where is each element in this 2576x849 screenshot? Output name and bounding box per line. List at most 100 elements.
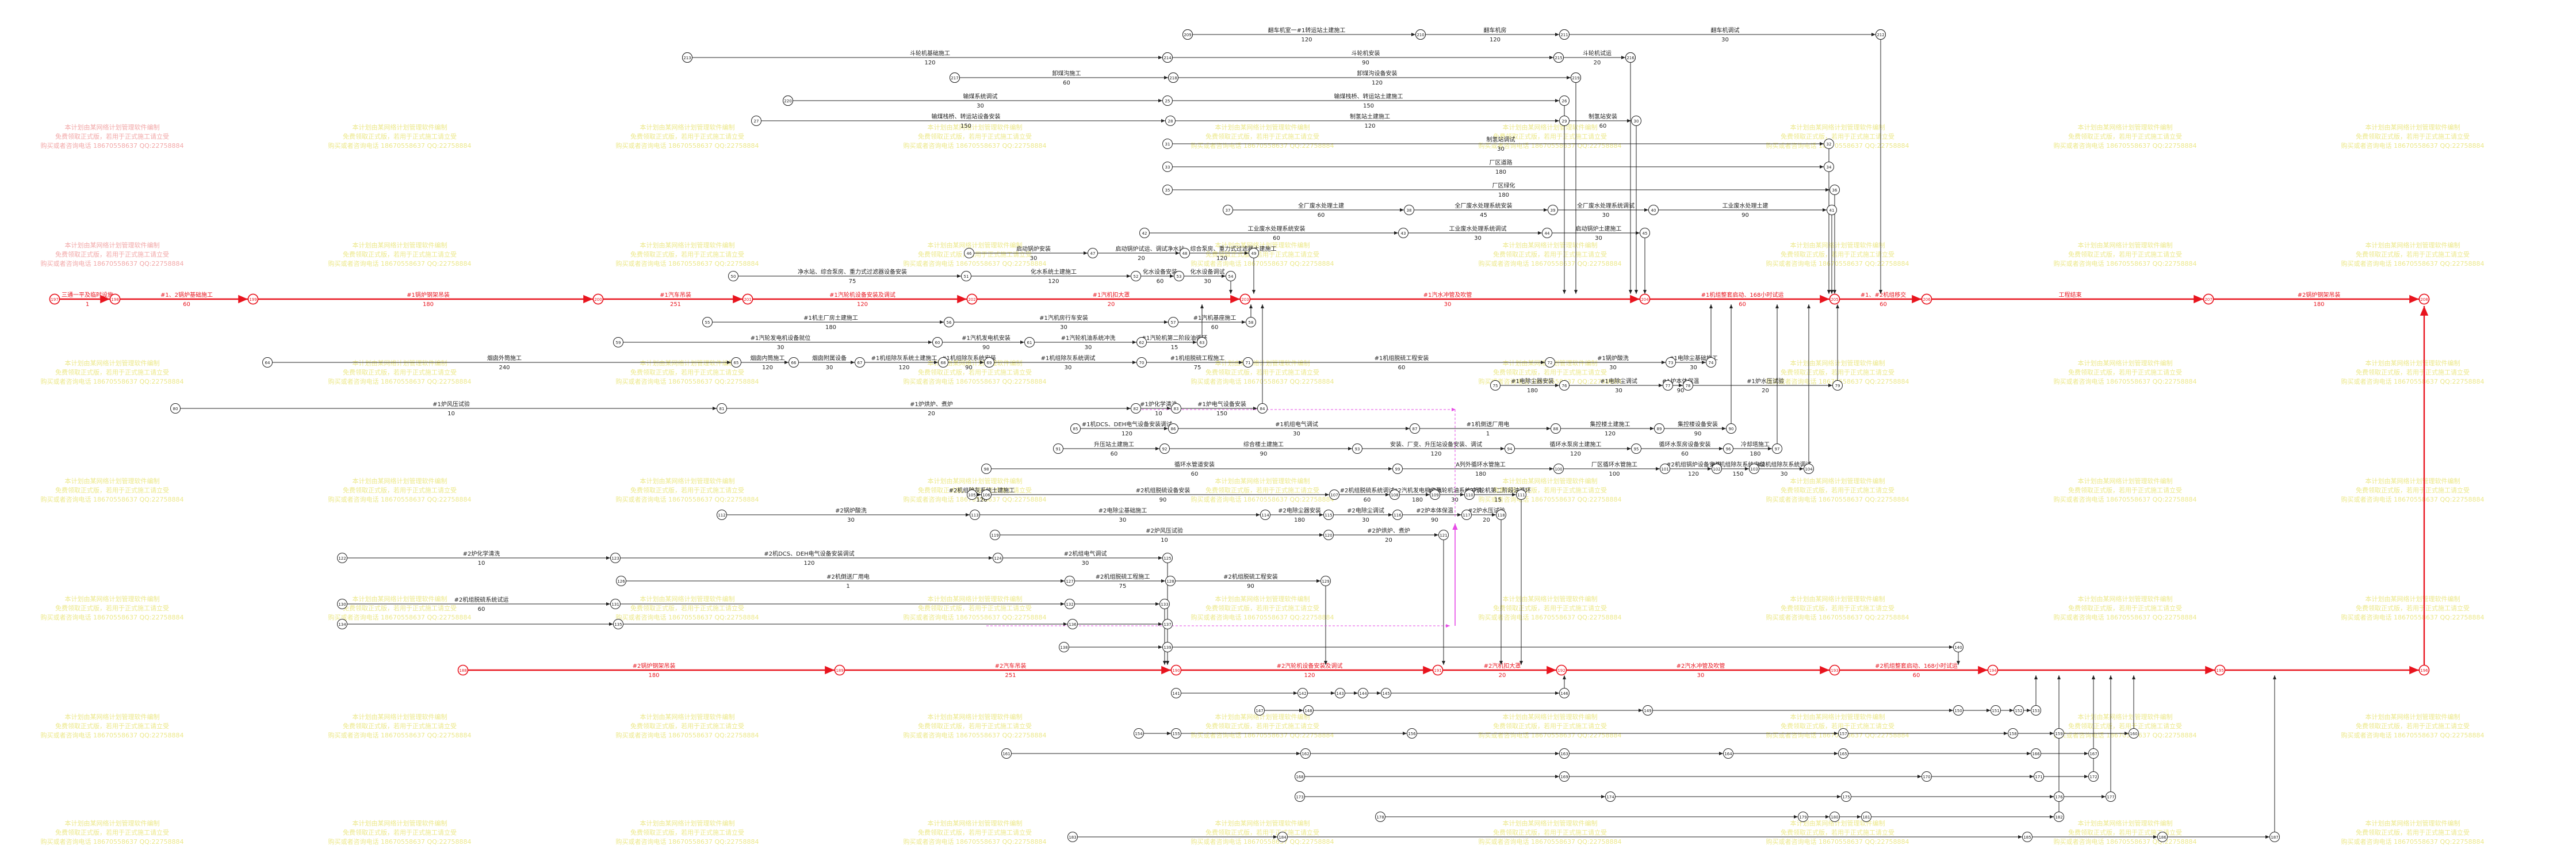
activity-duration: 150 xyxy=(1732,471,1743,477)
event-node-number: 47 xyxy=(1090,251,1096,256)
event-node-number: 192 xyxy=(1557,668,1565,673)
event-node: 213 xyxy=(682,52,692,63)
watermark-text: 免费领取正式版，若用于正式施工请立受 xyxy=(918,486,1032,494)
event-node: 176 xyxy=(2054,791,2064,802)
activity-arrow: 斗轮机安装 90 xyxy=(1173,49,1553,66)
event-node: 150 xyxy=(1953,705,1963,716)
watermark-text: 购买或者咨询电话 18670558637 QQ:22758884 xyxy=(2054,259,2197,267)
watermark-text: 免费领取正式版，若用于正式施工请立受 xyxy=(55,368,169,376)
watermark-text: 购买或者咨询电话 18670558637 QQ:22758884 xyxy=(41,837,184,846)
event-node-number: 106 xyxy=(982,493,990,498)
activity-arrow: #2锅炉钢架吊装 180 xyxy=(2214,291,2419,308)
event-node-circle xyxy=(1438,530,1449,540)
event-node-number: 128 xyxy=(1166,579,1174,584)
watermark-text: 免费领取正式版，若用于正式施工请立受 xyxy=(343,604,457,612)
event-node-circle xyxy=(2022,832,2033,842)
watermark-text: 本计划由某网络计划管理软件编制 xyxy=(353,359,447,367)
activity-arrow: 厂区绿化 180 xyxy=(1173,182,1829,198)
event-node-circle xyxy=(1182,29,1193,40)
event-node-circle xyxy=(1654,423,1664,434)
watermark-block: 本计划由某网络计划管理软件编制免费领取正式版，若用于正式施工请立受购买或者咨询电… xyxy=(41,477,184,503)
watermark-text: 购买或者咨询电话 18670558637 QQ:22758884 xyxy=(328,613,472,621)
activity-label: #1机组电气调试 xyxy=(1275,420,1318,428)
activity-label: 斗轮机试运 xyxy=(1583,49,1612,57)
event-node: 219 xyxy=(1571,72,1581,83)
event-node-circle xyxy=(610,553,621,563)
activity-label: #1汽轮机第二阶段油循环 xyxy=(1142,334,1208,342)
watermark-block: 本计划由某网络计划管理软件编制免费领取正式版，若用于正式施工请立受购买或者咨询电… xyxy=(904,713,1047,739)
activity-arrow: 卸煤沟施工 60 xyxy=(960,70,1168,86)
activity-label: 净水站、综合泵房、重力式过滤器土建施工 xyxy=(1168,245,1277,253)
event-node-circle xyxy=(1320,576,1331,586)
activity-label: 全厂废水处理系统安装 xyxy=(1455,202,1513,209)
activity-label: #2炉本体保温 xyxy=(1416,507,1453,514)
activity-arrow: #2电除尘器安装 180 xyxy=(1270,507,1323,523)
event-node: 170 xyxy=(1922,771,1932,782)
activity-label: 厂区循环水管施工 xyxy=(1591,461,1637,468)
watermark-text: 本计划由某网络计划管理软件编制 xyxy=(1503,477,1598,485)
event-node-circle xyxy=(1631,443,1641,454)
activity-label: #2机组除灰系统土建施工 xyxy=(949,487,1015,494)
activity-duration: 30 xyxy=(1030,255,1038,262)
activity-label: #1锅炉酸洗 xyxy=(1597,354,1629,362)
watermark-block: 本计划由某网络计划管理软件编制免费领取正式版，若用于正式施工请立受购买或者咨询电… xyxy=(1191,359,1334,385)
watermark-text: 免费领取正式版，若用于正式施工请立受 xyxy=(1493,250,1607,258)
watermark-block: 本计划由某网络计划管理软件编制免费领取正式版，若用于正式施工请立受购买或者咨询电… xyxy=(616,713,759,739)
activity-duration: 90 xyxy=(1260,451,1268,457)
event-node-number: 195 xyxy=(2216,668,2223,673)
watermark-text: 免费领取正式版，若用于正式施工请立受 xyxy=(55,604,169,612)
watermark-text: 购买或者咨询电话 18670558637 QQ:22758884 xyxy=(1191,837,1334,846)
event-node: 30 xyxy=(1631,116,1641,126)
watermark-block: 本计划由某网络计划管理软件编制免费领取正式版，若用于正式施工请立受购买或者咨询电… xyxy=(616,595,759,621)
event-node-number: 129 xyxy=(1322,579,1329,584)
activity-arrow: #2机组脱硫系统试运 60 xyxy=(347,596,610,613)
event-node-number: 26 xyxy=(1562,99,1567,104)
watermark-text: 本计划由某网络计划管理软件编制 xyxy=(1790,241,1885,249)
activity-arrow: #1、#2机组移交 60 xyxy=(1840,291,1922,308)
watermark-text: 购买或者咨询电话 18670558637 QQ:22758884 xyxy=(328,259,472,267)
event-node-number: 187 xyxy=(2271,835,2278,840)
activity-label: 集控楼土建施工 xyxy=(1590,420,1630,428)
event-node: 183 xyxy=(1067,832,1078,842)
watermark-block: 本计划由某网络计划管理软件编制免费领取正式版，若用于正式施工请立受购买或者咨询电… xyxy=(616,359,759,385)
activity-duration: 15 xyxy=(1494,497,1502,503)
event-node: 83 xyxy=(1171,403,1181,414)
event-node-circle xyxy=(1553,464,1564,474)
event-node-number: 189 xyxy=(836,668,843,673)
event-node-number: 171 xyxy=(2035,775,2042,779)
activity-arrow: #2机组整套启动、168小时试运 60 xyxy=(1840,662,1988,679)
event-node-number: 177 xyxy=(2107,795,2114,800)
watermark-block: 本计划由某网络计划管理软件编制免费领取正式版，若用于正式施工请立受购买或者咨询电… xyxy=(1766,819,1909,846)
event-node: 50 xyxy=(728,271,738,281)
watermark-text: 本计划由某网络计划管理软件编制 xyxy=(2366,359,2460,367)
event-node-circle xyxy=(1335,688,1345,698)
event-node-number: 172 xyxy=(2089,775,2097,779)
event-node-number: 214 xyxy=(1163,56,1172,60)
activity-label: 循环水泵房设备安装 xyxy=(1659,441,1711,448)
watermark-block: 本计划由某网络计划管理软件编制免费领取正式版，若用于正式施工请立受购买或者咨询电… xyxy=(41,123,184,150)
event-node-circle xyxy=(2088,771,2099,782)
event-node: 59 xyxy=(613,337,623,347)
event-node: 194 xyxy=(1987,664,1999,676)
event-node: 82 xyxy=(1131,403,1141,414)
event-node-number: 50 xyxy=(731,274,736,279)
watermark-block: 本计划由某网络计划管理软件编制免费领取正式版，若用于正式施工请立受购买或者咨询电… xyxy=(2054,713,2197,739)
event-node-number: 127 xyxy=(1066,579,1073,584)
event-node: 126 xyxy=(616,576,626,586)
event-node: 75 xyxy=(1490,380,1501,391)
event-node-number: 169 xyxy=(1560,775,1568,779)
activity-duration: 120 xyxy=(857,301,868,308)
event-node-circle xyxy=(2269,832,2280,842)
event-node: 99 xyxy=(1392,464,1403,474)
event-node: 193 xyxy=(1829,664,1840,676)
activity-arrow: 工业废水处理土建 90 xyxy=(1659,202,1827,219)
event-node: 157 xyxy=(1838,728,1848,739)
event-node-number: 186 xyxy=(2158,835,2167,840)
event-node-number: 157 xyxy=(1839,732,1847,736)
event-node: 47 xyxy=(1088,248,1098,258)
event-node-circle xyxy=(1295,771,1305,782)
event-node-circle xyxy=(1631,116,1641,126)
event-node-circle xyxy=(1559,771,1570,782)
activity-arrow: 翻车机室一#1转运站土建施工 120 xyxy=(1193,26,1415,43)
watermark-text: 购买或者咨询电话 18670558637 QQ:22758884 xyxy=(904,613,1047,621)
